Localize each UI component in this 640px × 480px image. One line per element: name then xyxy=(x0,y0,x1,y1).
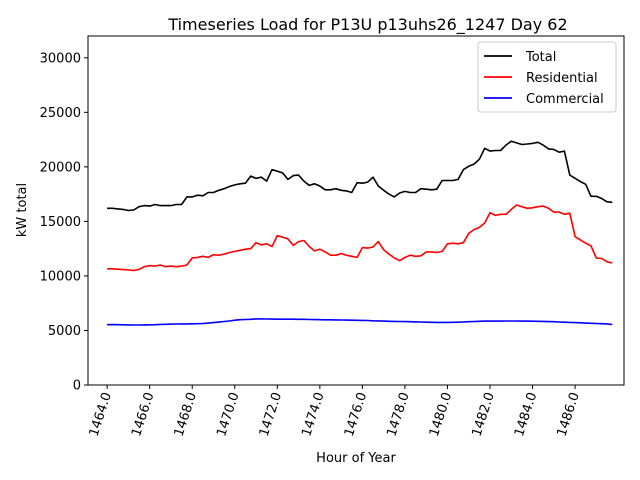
plot-frame xyxy=(87,35,625,386)
legend-label-residential: Residential xyxy=(526,71,598,86)
legend-label-total: Total xyxy=(525,50,556,65)
y-axis-ticks: 0 5000 10000 15000 20000 25000 30000 xyxy=(40,51,88,394)
legend: Total Residential Commercial xyxy=(477,41,617,113)
series-line-residential xyxy=(107,204,613,272)
legend-box xyxy=(477,41,617,113)
y-tick-label: 20000 xyxy=(40,160,81,175)
y-tick-label: 25000 xyxy=(40,106,81,121)
y-tick-label: 10000 xyxy=(40,269,81,284)
chart-title: Timeseries Load for P13U p13uhs26_1247 D… xyxy=(167,15,567,35)
y-axis-label: kW total xyxy=(15,183,30,237)
x-axis-label: Hour of Year xyxy=(316,451,396,466)
series-line-commercial xyxy=(107,318,613,326)
series-lines xyxy=(107,140,613,326)
y-tick-label: 5000 xyxy=(48,324,81,339)
series-line-total xyxy=(107,140,613,212)
legend-label-commercial: Commercial xyxy=(526,92,604,107)
y-tick-label: 15000 xyxy=(40,215,81,230)
y-tick-label: 30000 xyxy=(40,51,81,66)
y-tick-label: 0 xyxy=(73,379,81,394)
